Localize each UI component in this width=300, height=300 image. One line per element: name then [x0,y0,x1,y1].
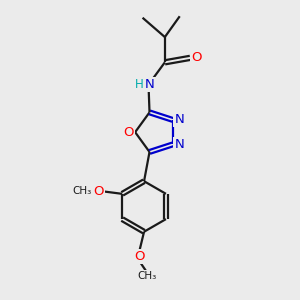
Text: O: O [123,126,134,139]
Text: O: O [191,51,202,64]
Text: O: O [93,185,104,198]
Text: N: N [174,113,184,126]
Text: N: N [145,78,155,91]
Text: H: H [135,77,143,91]
Text: CH₃: CH₃ [72,187,92,196]
Text: CH₃: CH₃ [137,271,157,281]
Text: O: O [134,250,145,262]
Text: N: N [174,138,184,151]
